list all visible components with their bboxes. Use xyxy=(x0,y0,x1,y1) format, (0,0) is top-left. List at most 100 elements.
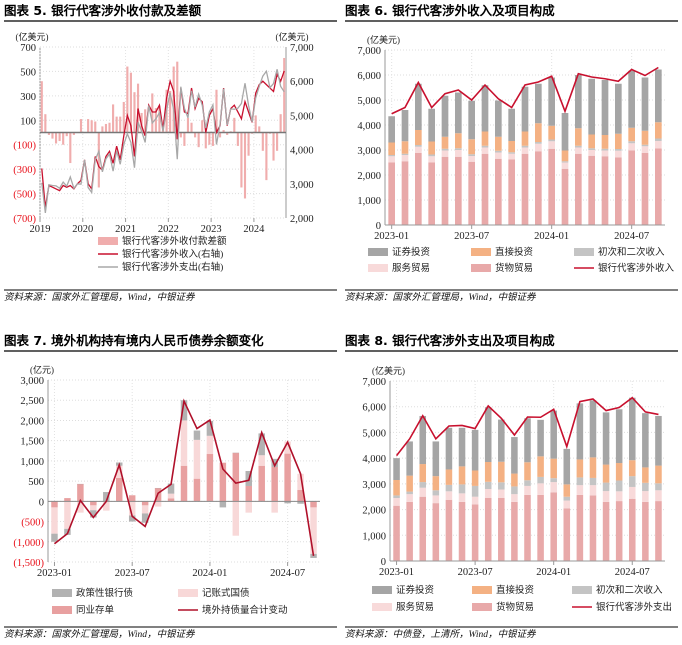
y-tick-label: 100 xyxy=(20,116,36,127)
bar-2023-08 xyxy=(481,145,489,148)
bar-2023-01 xyxy=(51,507,58,534)
bar-2023-03 xyxy=(419,415,427,465)
bar-2024-07 xyxy=(628,150,635,225)
bar-2023-06 xyxy=(455,133,462,149)
bar-2024-02 xyxy=(561,113,569,151)
bar-2024-06 xyxy=(615,150,622,158)
y-tick-label: 2,000 xyxy=(362,506,386,517)
bar-2024-07 xyxy=(628,127,635,142)
bar-2023-01 xyxy=(393,495,400,498)
legend-label: 货物贸易 xyxy=(495,262,533,274)
bar-2024-09 xyxy=(655,501,662,561)
bar-2024-04 xyxy=(588,148,595,150)
bar-2022-01 xyxy=(169,90,172,133)
bar-2021-02 xyxy=(129,72,132,133)
bar-2020-05 xyxy=(97,132,100,188)
bar-2022-11 xyxy=(204,132,207,149)
bar-2023-08 xyxy=(236,132,239,146)
bar-2023-08 xyxy=(484,489,492,498)
bar-2023-10 xyxy=(508,141,515,153)
x-tick-label: 2024-01 xyxy=(536,567,571,578)
bar-2023-02 xyxy=(401,110,409,142)
bar-2023-09 xyxy=(495,100,502,137)
bar-2024-01 xyxy=(550,492,557,561)
bar-2024-05 xyxy=(601,80,609,135)
bar-2023-04 xyxy=(432,490,440,496)
bar-2023-04 xyxy=(428,141,435,155)
bar-2023-02 xyxy=(401,141,409,154)
bar-2023-01 xyxy=(388,156,395,163)
bar-2024-08 xyxy=(642,467,649,483)
bar-2023-02 xyxy=(64,498,71,502)
bar-2024-07 xyxy=(628,476,636,487)
bar-2021-09 xyxy=(154,108,157,133)
x-tick-label: 2023-07 xyxy=(454,231,489,242)
legend-swatch xyxy=(472,603,492,611)
bar-2024-07 xyxy=(284,501,291,504)
legend-label: 服务贸易 xyxy=(392,262,430,274)
bar-2023-10 xyxy=(167,493,175,499)
y-tick-label: 4,000 xyxy=(357,121,381,132)
y-tick-label: 6,000 xyxy=(362,403,386,414)
bar-2024-06 xyxy=(271,466,278,502)
bar-2020-03 xyxy=(90,120,93,133)
bar-2024-01 xyxy=(254,115,257,133)
bar-2023-12 xyxy=(193,478,201,502)
y-tick-label: 0 xyxy=(39,497,44,508)
bar-2023-07 xyxy=(468,154,475,156)
bar-2023-03 xyxy=(415,83,422,130)
bar-2024-09 xyxy=(655,148,662,225)
bar-2024-03 xyxy=(576,477,584,486)
bar-2019-04 xyxy=(51,132,54,139)
y-tick-label: 3,000 xyxy=(362,480,386,491)
bar-2023-07 xyxy=(128,515,136,522)
bar-2023-02 xyxy=(406,501,413,561)
legend-label: 直接投资 xyxy=(495,246,534,258)
y-tick-label: 1,000 xyxy=(362,531,386,542)
bar-2022-08 xyxy=(194,132,197,138)
bar-2022-07 xyxy=(190,122,193,133)
bar-2023-08 xyxy=(141,505,149,514)
y-tick-label: (500) xyxy=(13,190,36,201)
bar-2023-05 xyxy=(103,501,110,511)
bar-2024-02 xyxy=(561,168,569,225)
bar-2022-10 xyxy=(201,120,204,133)
x-tick-label: 2020 xyxy=(72,224,93,235)
bar-2024-02 xyxy=(563,496,571,501)
bar-2023-02 xyxy=(401,155,409,162)
bar-2024-06 xyxy=(615,501,623,561)
bar-2023-05 xyxy=(226,132,229,135)
bar-2023-06 xyxy=(458,493,466,502)
bar-2023-02 xyxy=(215,89,218,133)
y-tick-label: 4,000 xyxy=(362,454,386,465)
bar-2024-02 xyxy=(561,150,569,162)
bar-2023-11 xyxy=(521,131,529,146)
bar-2023-05 xyxy=(441,150,449,157)
bar-2023-02 xyxy=(401,153,409,155)
bar-2023-12 xyxy=(537,456,544,477)
bar-2023-08 xyxy=(481,131,489,146)
x-tick-label: 2023 xyxy=(201,224,222,235)
source-note: 资料来源：中债登，上清所，Wind，中银证券 xyxy=(345,628,537,640)
bar-2023-12 xyxy=(535,123,542,142)
bar-2023-03 xyxy=(419,464,427,483)
x-tick-label: 2024-07 xyxy=(615,567,650,578)
bar-2019-10 xyxy=(72,132,75,135)
bar-2023-03 xyxy=(419,482,427,488)
right-y-tick-label: 2,000 xyxy=(290,214,314,225)
bar-2023-07 xyxy=(471,496,479,505)
bar-2023-05 xyxy=(103,492,110,502)
bar-2023-06 xyxy=(458,484,466,494)
bar-2023-04 xyxy=(90,510,97,518)
legend-swatch xyxy=(471,264,491,272)
bar-2024-08 xyxy=(642,482,649,492)
legend-swatch xyxy=(372,586,392,594)
bar-2023-06 xyxy=(458,501,466,561)
bar-2023-07 xyxy=(471,504,479,561)
bar-2024-01 xyxy=(550,482,557,493)
bar-2024-01 xyxy=(550,410,557,459)
bar-2024-09 xyxy=(310,501,317,508)
y-axis-unit: (亿元) xyxy=(30,364,54,375)
chart-title: 图表 6. 银行代客涉外收入及项目构成 xyxy=(345,3,555,18)
